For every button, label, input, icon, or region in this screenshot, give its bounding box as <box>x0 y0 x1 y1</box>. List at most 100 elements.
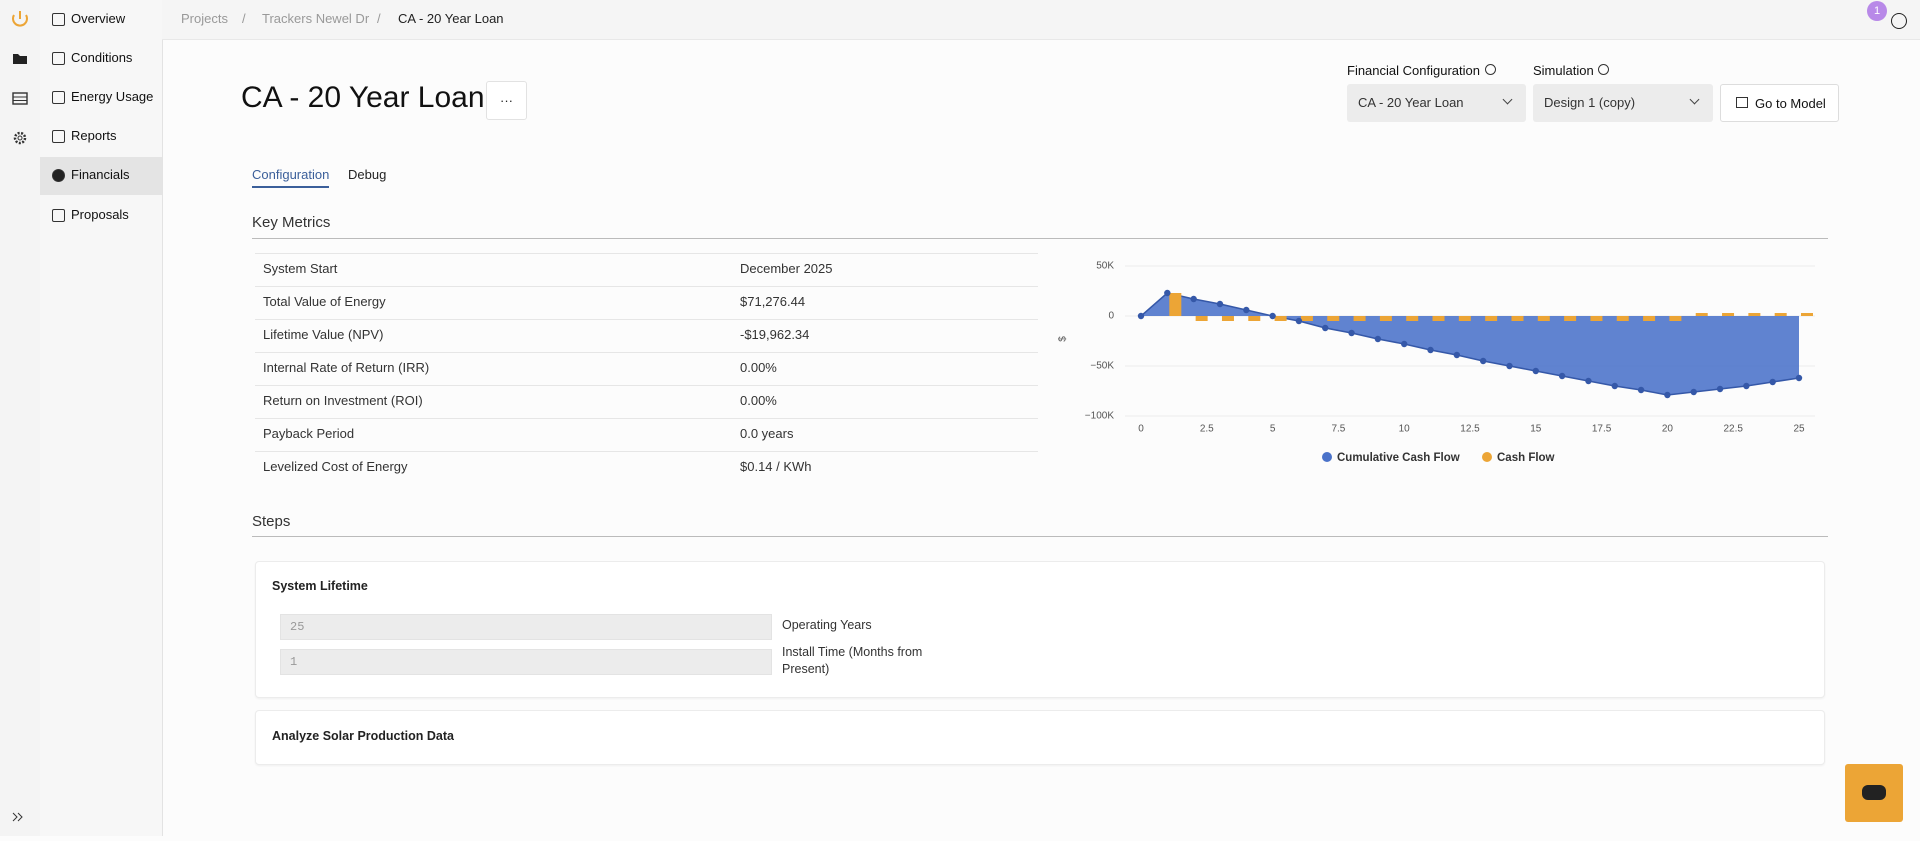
point <box>1454 352 1460 358</box>
point <box>1585 378 1591 384</box>
metric-label: Internal Rate of Return (IRR) <box>263 360 429 375</box>
nav-item[interactable]: Overview <box>71 11 125 27</box>
bar <box>1301 316 1313 321</box>
nav-item[interactable]: Conditions <box>71 50 132 66</box>
metric-label: Levelized Cost of Energy <box>263 459 408 474</box>
select[interactable]: CA - 20 Year Loan <box>1347 84 1526 122</box>
tab[interactable]: Debug <box>348 167 386 182</box>
metric-value: 0.00% <box>740 360 777 375</box>
section-title: Steps <box>252 513 290 530</box>
bar <box>1380 316 1392 321</box>
x-tick-label: 0 <box>1138 424 1144 435</box>
legend-label: Cumulative Cash Flow <box>1337 452 1460 464</box>
chevron <box>1503 95 1513 105</box>
x-tick-label: 20 <box>1662 424 1674 435</box>
bar <box>1511 316 1523 321</box>
bar <box>1564 316 1576 321</box>
nav-item[interactable]: Financials <box>71 167 130 183</box>
row-rule <box>255 319 1038 320</box>
table-icon[interactable] <box>13 93 27 104</box>
select-value: CA - 20 Year Loan <box>1358 95 1464 110</box>
bar <box>1801 313 1813 316</box>
bar <box>1590 316 1602 321</box>
x-tick-label: 17.5 <box>1592 424 1612 435</box>
nav-item[interactable]: Energy Usage <box>71 89 153 105</box>
button-label: Go to Model <box>1755 96 1826 111</box>
bar <box>1485 316 1497 321</box>
bar <box>1275 316 1287 321</box>
card-title[interactable]: System Lifetime <box>272 579 368 593</box>
expand-icon[interactable] <box>13 813 22 821</box>
point <box>1375 336 1381 342</box>
bar <box>1459 316 1471 321</box>
nav-icon <box>52 91 65 104</box>
tab[interactable]: Configuration <box>252 167 329 188</box>
bar <box>1222 316 1234 321</box>
metric-label: Total Value of Energy <box>263 294 386 309</box>
x-tick-label: 22.5 <box>1723 424 1743 435</box>
y-tick-label: 50K <box>1096 261 1114 272</box>
point <box>1769 379 1775 385</box>
help-icon[interactable] <box>1891 13 1907 29</box>
select[interactable]: Design 1 (copy) <box>1533 84 1713 122</box>
bar <box>1327 316 1339 321</box>
nav-item[interactable]: Reports <box>71 128 117 144</box>
projects-icon[interactable] <box>13 54 27 64</box>
bar <box>1643 316 1655 321</box>
point <box>1164 290 1170 296</box>
breadcrumb-item: / <box>242 11 246 27</box>
breadcrumb-item[interactable]: CA - 20 Year Loan <box>398 11 504 27</box>
settings-icon <box>18 136 22 140</box>
point <box>1612 383 1618 389</box>
menu-button[interactable]: ··· <box>486 81 527 120</box>
point <box>1190 296 1196 302</box>
card[interactable]: Analyze Solar Production Data <box>255 710 1825 765</box>
nav-item[interactable]: Proposals <box>71 207 129 223</box>
go-to-model-button[interactable]: Go to Model <box>1720 84 1839 122</box>
info-icon <box>1598 64 1609 75</box>
point <box>1559 373 1565 379</box>
notification-badge[interactable]: 1 <box>1867 1 1887 21</box>
bar <box>1169 293 1181 316</box>
y-axis-label: $ <box>1058 336 1069 342</box>
x-tick-label: 10 <box>1399 424 1411 435</box>
button-icon <box>1736 97 1748 108</box>
side-nav: Overview Conditions Energy Usage Reports Fin… <box>40 0 163 836</box>
metric-value: -$19,962.34 <box>740 327 809 342</box>
bar <box>1775 313 1787 316</box>
point <box>1269 313 1275 319</box>
input[interactable]: 1 <box>280 649 772 675</box>
bar <box>1617 316 1629 321</box>
chat-button[interactable] <box>1845 764 1903 822</box>
nav-icon <box>52 169 65 182</box>
metric-label: Payback Period <box>263 426 354 441</box>
control-label: Simulation <box>1533 63 1594 78</box>
icon-rail <box>0 0 41 836</box>
row-rule <box>255 286 1038 287</box>
field-label: Install Time (Months from Present) <box>782 644 952 678</box>
point <box>1296 318 1302 324</box>
input[interactable]: 25 <box>280 614 772 640</box>
legend-label: Cash Flow <box>1497 452 1555 464</box>
nav-icon <box>52 13 65 26</box>
settings-icon[interactable] <box>15 133 25 143</box>
metric-value: 0.0 years <box>740 426 793 441</box>
point <box>1401 341 1407 347</box>
point <box>1138 313 1144 319</box>
point <box>1691 389 1697 395</box>
bar <box>1433 316 1445 321</box>
row-rule <box>255 253 1038 254</box>
breadcrumb-item[interactable]: Trackers Newel Dr <box>262 11 369 27</box>
breadcrumb-item[interactable]: Projects <box>181 11 228 27</box>
x-tick-label: 12.5 <box>1460 424 1480 435</box>
x-tick-label: 25 <box>1793 424 1805 435</box>
x-tick-label: 7.5 <box>1331 424 1345 435</box>
legend-swatch <box>1322 452 1332 462</box>
metric-value: $71,276.44 <box>740 294 805 309</box>
nav-icon <box>52 52 65 65</box>
point <box>1348 330 1354 336</box>
control-label: Financial Configuration <box>1347 63 1480 78</box>
point <box>1664 392 1670 398</box>
